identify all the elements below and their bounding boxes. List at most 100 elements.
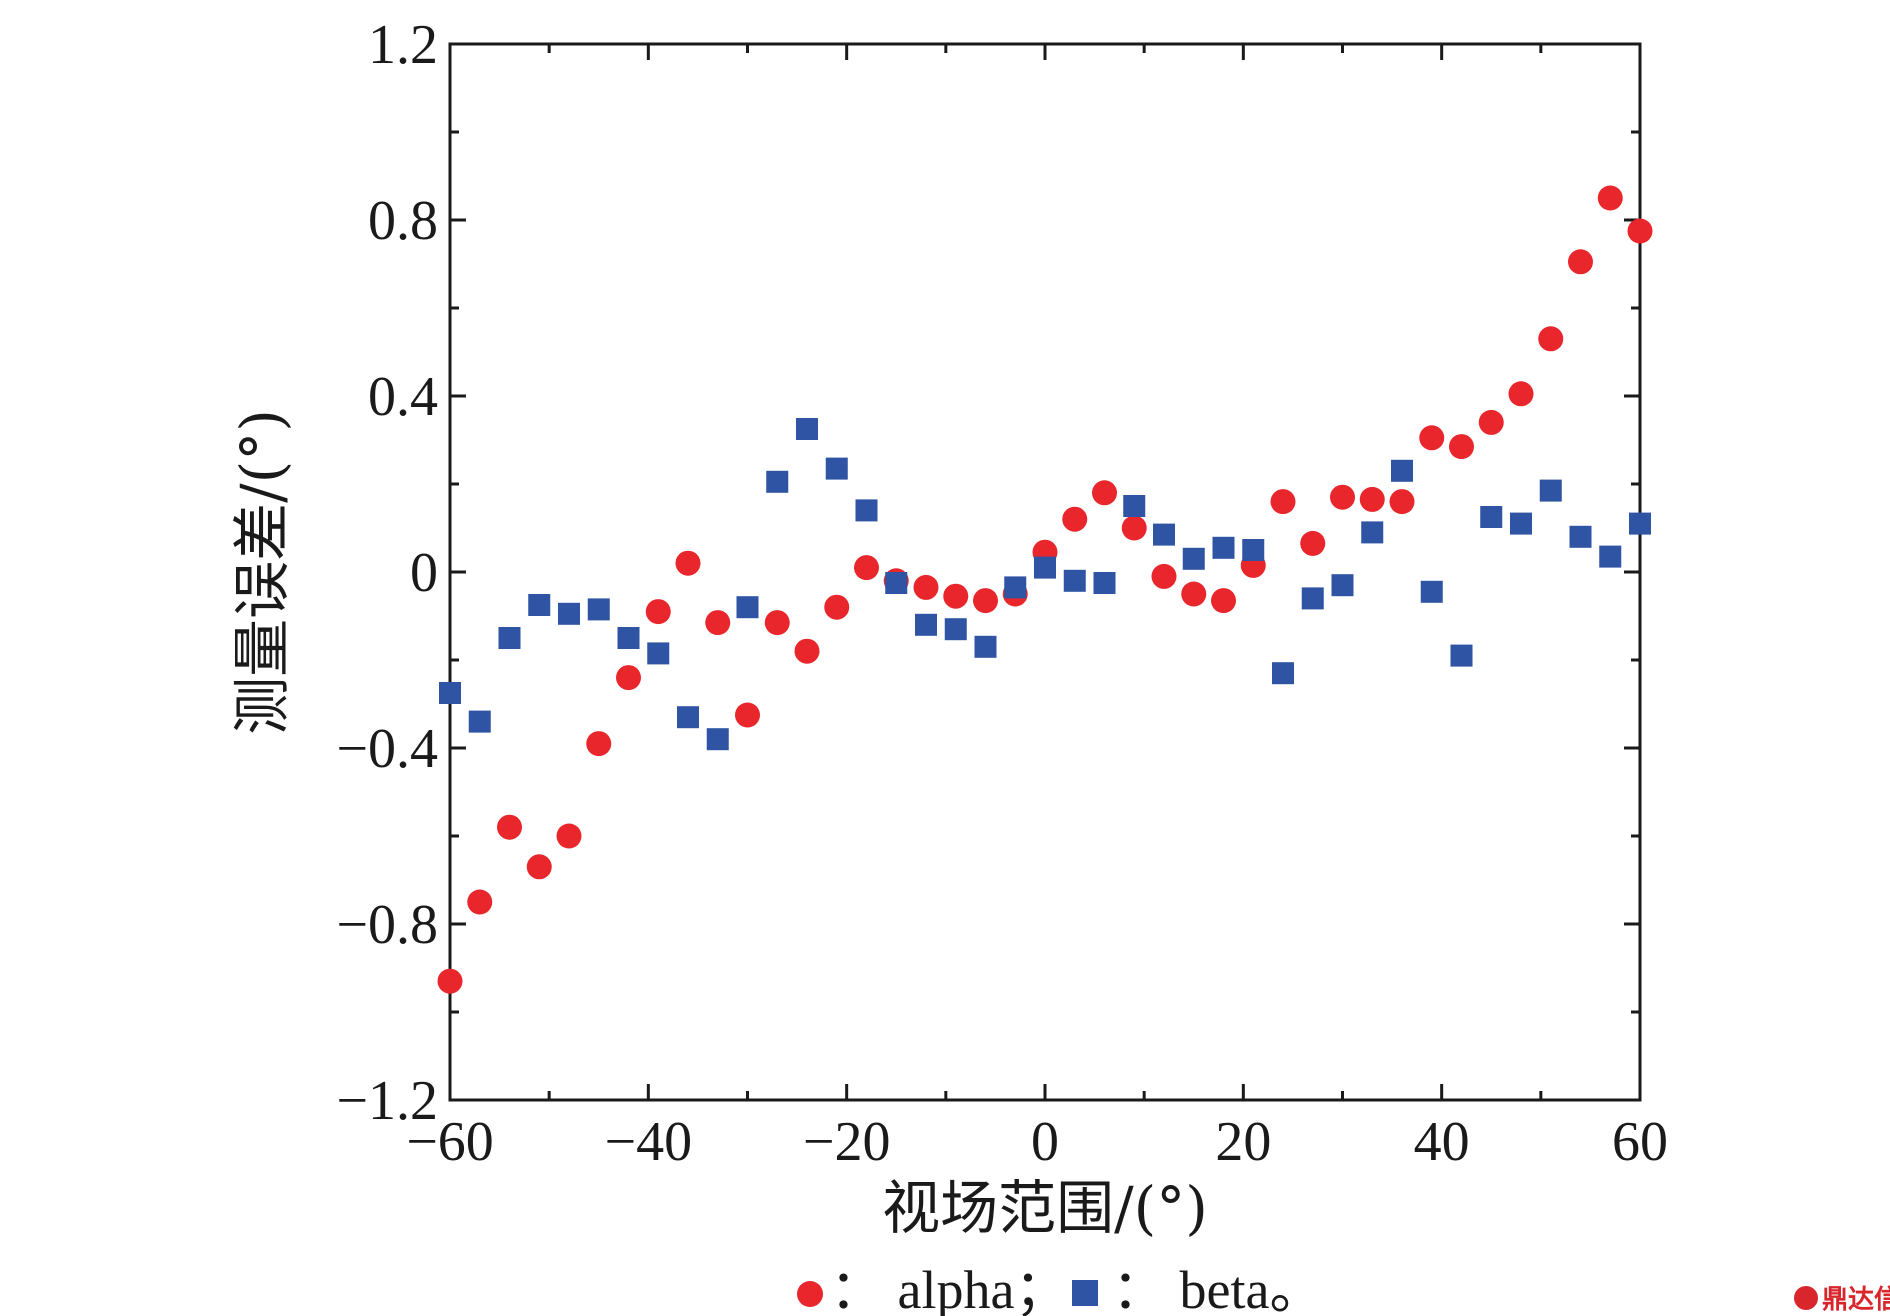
data-point-beta: [1331, 574, 1354, 597]
x-tick-label: 20: [1215, 1111, 1271, 1173]
data-point-alpha: [467, 889, 493, 915]
data-point-beta: [1510, 512, 1532, 535]
data-point-alpha: [1389, 489, 1415, 515]
data-point-alpha: [556, 823, 582, 849]
data-point-alpha: [735, 702, 760, 728]
data-point-beta: [1539, 479, 1562, 502]
data-point-beta: [468, 710, 491, 733]
data-point-alpha: [1538, 326, 1564, 352]
data-point-alpha: [1330, 484, 1355, 510]
data-point-alpha: [1508, 381, 1534, 407]
data-point-beta: [647, 642, 670, 665]
data-point-beta: [796, 418, 818, 440]
x-tick-label: −60: [406, 1111, 494, 1173]
y-tick-label: 1.2: [368, 14, 438, 76]
data-point-beta: [587, 598, 610, 621]
data-point-beta: [706, 728, 729, 751]
data-point-alpha: [1270, 489, 1296, 515]
data-point-alpha: [1359, 486, 1385, 512]
data-point-alpha: [1419, 425, 1445, 451]
data-point-alpha: [675, 550, 701, 576]
data-point-alpha: [764, 610, 790, 636]
y-tick-label: 0.8: [368, 190, 438, 252]
data-point-beta: [1093, 572, 1116, 594]
legend: ： alpha； ： beta。: [797, 1260, 1323, 1316]
data-point-alpha: [824, 594, 850, 620]
data-point-alpha: [616, 665, 641, 691]
data-point-beta: [1450, 644, 1473, 667]
data-point-beta: [944, 618, 967, 641]
data-point-alpha: [973, 588, 998, 614]
data-point-beta: [855, 499, 878, 522]
data-points: [437, 185, 1653, 994]
y-axis-title: 测量误差/(°): [228, 409, 296, 735]
data-point-beta: [1242, 539, 1265, 561]
data-point-alpha: [794, 638, 820, 664]
data-point-beta: [1420, 580, 1443, 603]
data-point-beta: [1212, 536, 1235, 559]
data-point-beta: [1063, 569, 1086, 592]
data-point-alpha: [1627, 218, 1653, 244]
y-tick-labels: −1.2 −0.8 −0.4 0 0.4 0.8 1.2: [336, 14, 438, 1132]
y-tick-label: 0.4: [368, 366, 438, 428]
legend-beta-label: ： beta。: [1112, 1260, 1323, 1316]
data-point-beta: [766, 470, 789, 493]
data-point-beta: [498, 627, 521, 649]
data-point-beta: [915, 613, 937, 636]
x-tick-labels: −60 −40 −20 0 20 40 60: [406, 1111, 1668, 1173]
data-point-alpha: [1092, 480, 1117, 506]
data-point-alpha: [1597, 185, 1623, 211]
x-tick-label: −20: [803, 1111, 891, 1173]
data-point-alpha: [1062, 506, 1088, 532]
data-point-beta: [1153, 523, 1175, 546]
data-point-alpha: [586, 731, 612, 757]
data-point-beta: [1272, 662, 1294, 685]
data-point-alpha: [526, 854, 552, 880]
legend-alpha-marker: [797, 1281, 823, 1307]
data-point-beta: [617, 627, 640, 649]
data-point-alpha: [913, 574, 939, 600]
data-point-beta: [1301, 587, 1324, 610]
data-point-beta: [1569, 525, 1592, 548]
data-point-beta: [677, 706, 699, 729]
data-point-beta: [885, 572, 908, 594]
data-point-beta: [1123, 495, 1146, 517]
data-point-alpha: [1121, 515, 1147, 541]
y-tick-label: 0: [410, 542, 438, 604]
x-axis-title: 视场范围/(°): [882, 1174, 1208, 1242]
data-point-beta: [439, 682, 461, 704]
data-point-beta: [974, 635, 997, 658]
data-point-beta: [1004, 576, 1027, 599]
data-point-alpha: [705, 610, 731, 636]
data-point-beta: [825, 457, 848, 480]
y-tick-label: −0.4: [336, 718, 438, 780]
x-tick-label: 40: [1414, 1111, 1470, 1173]
data-point-beta: [1361, 521, 1384, 544]
data-point-beta: [1034, 556, 1056, 579]
data-point-alpha: [943, 583, 969, 609]
legend-beta-marker: [1072, 1280, 1098, 1306]
data-point-alpha: [1568, 249, 1593, 275]
x-tick-label: 0: [1031, 1111, 1059, 1173]
data-point-alpha: [1181, 581, 1207, 607]
data-point-alpha: [645, 599, 671, 625]
legend-alpha-label: ： alpha；: [830, 1260, 1068, 1316]
watermark: 鼎达信: [1794, 1285, 1890, 1315]
data-point-alpha: [1151, 563, 1177, 589]
data-point-alpha: [437, 968, 463, 994]
data-point-beta: [1480, 506, 1503, 528]
data-point-beta: [1629, 512, 1651, 535]
x-tick-label: 60: [1612, 1111, 1668, 1173]
data-point-alpha: [1300, 530, 1326, 556]
data-point-beta: [528, 594, 551, 616]
tick-marks: [448, 42, 1642, 1102]
data-point-alpha: [497, 814, 522, 840]
data-point-beta: [1599, 545, 1622, 568]
watermark-logo-icon: [1794, 1286, 1818, 1310]
watermark-text: 鼎达信: [1822, 1285, 1890, 1315]
data-point-alpha: [1449, 434, 1474, 460]
x-tick-label: −40: [605, 1111, 693, 1173]
data-point-beta: [736, 596, 759, 619]
y-tick-label: −0.8: [336, 894, 438, 956]
